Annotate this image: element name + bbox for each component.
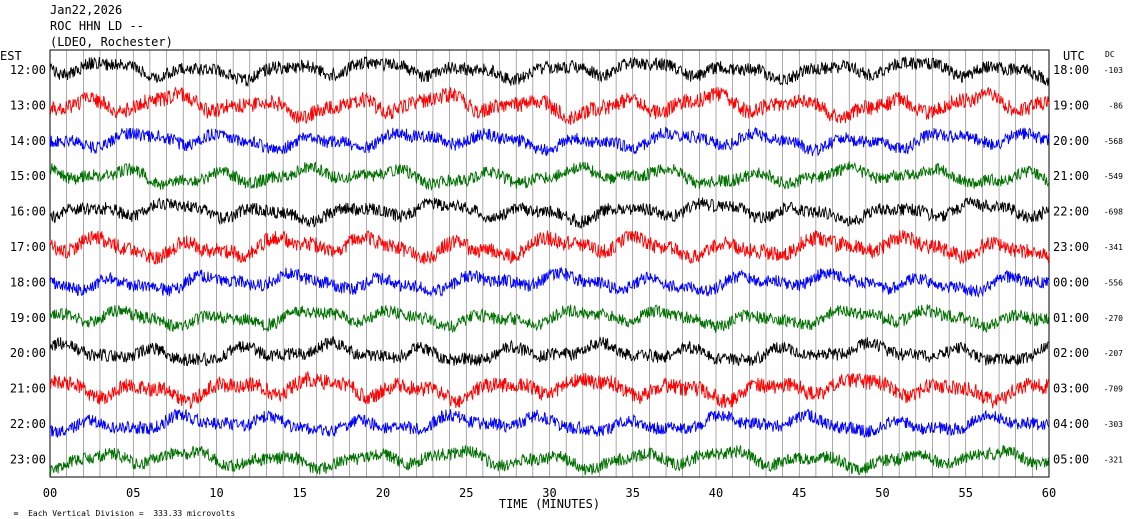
dc-value-label: -207 xyxy=(1104,349,1123,358)
trace-row-2100 xyxy=(49,370,1050,410)
footer-mark-icon: ∞ xyxy=(13,509,19,518)
utc-hour-label: 21:00 xyxy=(1053,169,1089,183)
dc-value-label: -341 xyxy=(1104,243,1123,252)
utc-hour-label: 23:00 xyxy=(1053,240,1089,254)
trace-row-1600 xyxy=(49,196,1050,229)
vertical-division-note: ∞ Each Vertical Division = 333.33 microv… xyxy=(4,500,236,518)
x-tick-label: 20 xyxy=(376,486,390,500)
utc-hour-label: 22:00 xyxy=(1053,205,1089,219)
x-tick-label: 40 xyxy=(709,486,723,500)
dc-value-label: -321 xyxy=(1104,455,1123,464)
dc-value-label: -709 xyxy=(1104,385,1123,394)
trace-row-1500 xyxy=(49,160,1050,192)
x-tick-label: 05 xyxy=(126,486,140,500)
x-tick-label: 50 xyxy=(875,486,889,500)
est-hour-label: 21:00 xyxy=(10,382,46,396)
trace-row-1800 xyxy=(49,266,1050,299)
x-tick-label: 55 xyxy=(959,486,973,500)
est-hour-label: 22:00 xyxy=(10,417,46,431)
dc-axis-label: DC xyxy=(1105,50,1115,59)
station-network: (LDEO, Rochester) xyxy=(50,35,173,49)
est-axis-label: EST xyxy=(0,49,22,63)
dc-value-label: -103 xyxy=(1104,66,1123,75)
station-channel: ROC HHN LD -- xyxy=(50,19,144,33)
x-tick-label: 25 xyxy=(459,486,473,500)
utc-hour-label: 20:00 xyxy=(1053,134,1089,148)
trace-row-1700 xyxy=(49,229,1050,265)
dc-value-label: -698 xyxy=(1104,208,1123,217)
trace-row-1400 xyxy=(49,126,1050,157)
x-tick-label: 60 xyxy=(1042,486,1056,500)
est-hour-label: 15:00 xyxy=(10,169,46,183)
est-hour-label: 18:00 xyxy=(10,275,46,289)
utc-hour-label: 03:00 xyxy=(1053,382,1089,396)
est-hour-label: 17:00 xyxy=(10,240,46,254)
trace-row-1200 xyxy=(49,55,1050,88)
x-tick-label: 35 xyxy=(626,486,640,500)
est-hour-label: 12:00 xyxy=(10,63,46,77)
est-hour-label: 23:00 xyxy=(10,452,46,466)
trace-row-2200 xyxy=(49,408,1050,439)
x-tick-label: 30 xyxy=(542,486,556,500)
est-hour-label: 19:00 xyxy=(10,311,46,325)
dc-value-label: -303 xyxy=(1104,420,1123,429)
x-tick-label: 00 xyxy=(43,486,57,500)
est-hour-label: 13:00 xyxy=(10,98,46,112)
dc-value-label: -86 xyxy=(1109,101,1124,110)
x-tick-label: 45 xyxy=(792,486,806,500)
utc-hour-label: 01:00 xyxy=(1053,311,1089,325)
dc-value-label: -568 xyxy=(1104,137,1123,146)
utc-axis-label: UTC xyxy=(1063,49,1085,63)
trace-row-2000 xyxy=(49,336,1050,367)
est-hour-label: 16:00 xyxy=(10,205,46,219)
x-axis-title: TIME (MINUTES) xyxy=(499,497,600,511)
est-hour-label: 20:00 xyxy=(10,346,46,360)
utc-hour-label: 18:00 xyxy=(1053,63,1089,77)
division-note-text: Each Vertical Division = 333.33 microvol… xyxy=(28,509,236,518)
utc-hour-label: 00:00 xyxy=(1053,275,1089,289)
utc-hour-label: 19:00 xyxy=(1053,98,1089,112)
utc-hour-label: 02:00 xyxy=(1053,346,1089,360)
trace-row-1900 xyxy=(49,304,1050,333)
utc-hour-label: 04:00 xyxy=(1053,417,1089,431)
est-hour-label: 14:00 xyxy=(10,134,46,148)
utc-hour-label: 05:00 xyxy=(1053,452,1089,466)
dc-value-label: -549 xyxy=(1104,172,1123,181)
station-date: Jan22,2026 xyxy=(50,3,123,17)
dc-value-label: -556 xyxy=(1104,278,1123,287)
dc-value-label: -270 xyxy=(1104,314,1123,323)
trace-row-2300 xyxy=(49,444,1050,476)
x-tick-label: 10 xyxy=(209,486,223,500)
x-tick-label: 15 xyxy=(293,486,307,500)
trace-row-1300 xyxy=(49,86,1050,125)
